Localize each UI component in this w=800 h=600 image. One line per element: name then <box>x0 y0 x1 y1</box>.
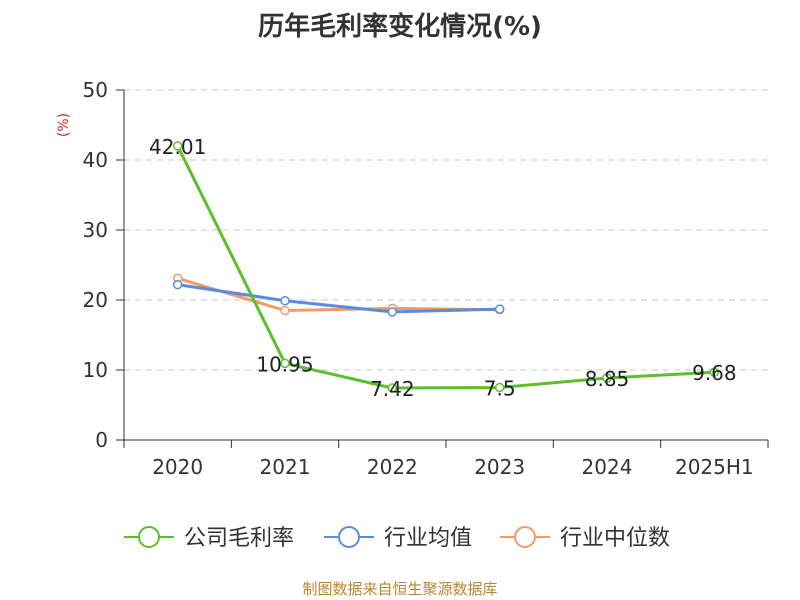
source-note: 制图数据来自恒生聚源数据库 <box>302 580 498 598</box>
y-tick-label: 40 <box>83 148 108 172</box>
data-point <box>172 141 183 151</box>
data-label: 9.68 <box>692 361 737 385</box>
legend-swatch-marker <box>138 526 160 548</box>
data-point <box>280 358 290 369</box>
legend-label: 公司毛利率 <box>184 526 294 551</box>
data-point <box>494 304 505 314</box>
data-label: 7.5 <box>484 377 516 401</box>
data-label: 42.01 <box>149 135 206 159</box>
data-point <box>709 367 720 377</box>
x-tick-label: 2024 <box>582 455 633 479</box>
data-point <box>387 307 398 317</box>
y-tick-label: 0 <box>95 428 108 452</box>
data-point <box>280 295 290 306</box>
y-tick-label: 30 <box>83 218 108 242</box>
y-axis-label: (%) <box>56 113 72 137</box>
x-tick-label: 2021 <box>260 455 311 479</box>
data-label: 7.42 <box>370 377 415 401</box>
data-point <box>602 373 612 383</box>
y-tick-label: 20 <box>83 288 108 312</box>
data-label: 10.95 <box>256 352 313 376</box>
data-label: 8.85 <box>585 367 630 391</box>
x-tick-label: 2022 <box>367 455 418 479</box>
chart-title: 历年毛利率变化情况(%) <box>258 12 542 42</box>
x-tick-label: 2025H1 <box>675 455 754 479</box>
legend-swatch-marker <box>514 526 536 548</box>
x-tick-label: 2023 <box>474 455 525 479</box>
y-tick-label: 50 <box>83 78 108 102</box>
data-point <box>387 383 398 393</box>
legend-label: 行业中位数 <box>560 526 670 551</box>
y-tick-label: 10 <box>83 358 108 382</box>
x-tick-label: 2020 <box>152 455 203 479</box>
series-line <box>177 283 500 314</box>
series-line <box>176 145 715 390</box>
data-point <box>280 305 290 316</box>
legend-swatch-marker <box>338 526 360 548</box>
legend-label: 行业均值 <box>384 526 472 551</box>
data-point <box>494 382 505 393</box>
data-point <box>172 279 183 290</box>
